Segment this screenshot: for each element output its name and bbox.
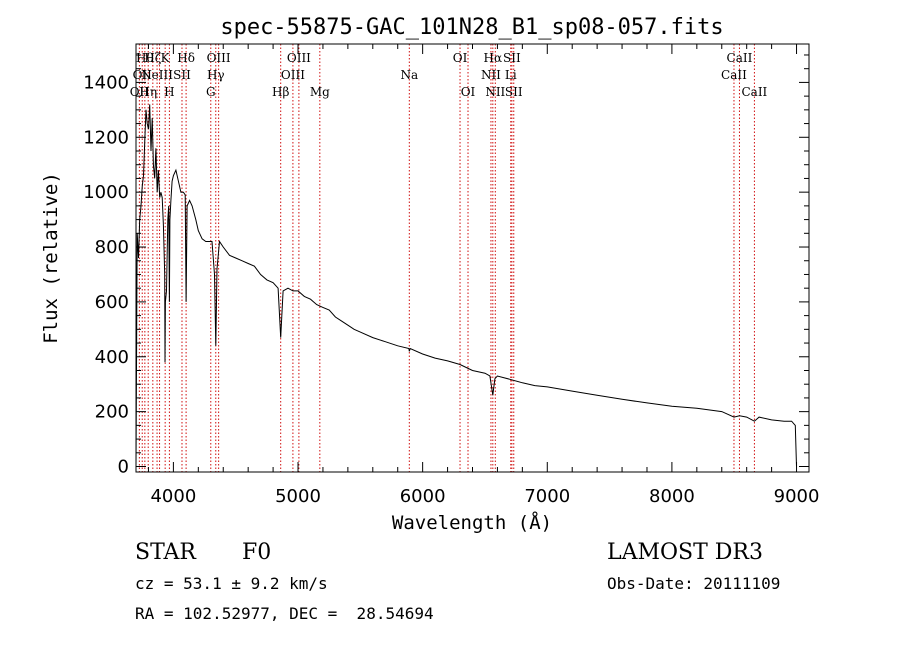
x-tick-label: 4000 [150,486,196,507]
spectral-line-label: OIII [207,51,231,65]
observation-date: Obs-Date: 20111109 [607,574,781,593]
x-tick-label: 8000 [649,486,695,507]
spectral-line-label: Hζ [144,51,161,65]
line-labels: OIIOIIHθHηHζNeIIIKHSIIHδGHγOIIIHβOIIIOII… [130,51,768,99]
spectral-line-label: H [164,85,174,99]
y-tick-label: 0 [118,457,129,478]
spectral-line-label: G [206,85,216,99]
spectral-line-label: SII [505,85,523,99]
y-tick-label: 1400 [83,72,129,93]
x-axis-ticks: 4000 5000 6000 7000 8000 9000 [147,44,820,507]
spectral-line-label: OI [461,85,476,99]
x-tick-label: 7000 [524,486,570,507]
spectral-line-label: NII [481,68,501,82]
spectral-line-label: K [161,51,171,65]
spectral-line-label: OII [133,68,153,82]
survey-name: LAMOST DR3 [607,540,763,565]
spectral-line-label: OI [453,51,468,65]
spectral-line-label: Hα [484,51,503,65]
y-tick-label: 800 [95,237,129,258]
spectral-line-label: NII [485,85,505,99]
spectral-line-label: OII [130,85,150,99]
spectral-line-label: Na [400,68,418,82]
spectral-line-label: SII [173,68,191,82]
spectral-line-label: Hβ [272,85,289,99]
spectral-line-label: OIII [281,68,305,82]
spectral-subclass: F0 [242,540,272,565]
line-markers [138,44,755,472]
spectral-line-label: Hδ [177,51,195,65]
spectral-line-label: CaII [741,85,767,99]
spectrum-series-line [135,104,797,467]
x-tick-label: 6000 [400,486,446,507]
spectral-line-label: OIII [287,51,311,65]
y-axis-label: Flux (relative) [40,172,62,344]
spectral-line-label: Mg [310,85,330,99]
spectral-line-label: CaII [727,51,753,65]
spectral-line-label: Li [505,68,517,82]
chart-title: spec-55875-GAC_101N28_B1_sp08-057.fits [220,15,723,40]
spectral-line-label: SII [503,51,521,65]
y-tick-label: 1000 [83,182,129,203]
y-tick-label: 400 [95,347,129,368]
x-axis-label: Wavelength (Å) [392,511,552,534]
redshift-cz: cz = 53.1 ± 9.2 km/s [135,574,328,593]
y-tick-label: 1200 [83,127,129,148]
coordinates: RA = 102.52977, DEC = 28.54694 [135,604,434,623]
y-tick-label: 600 [95,292,129,313]
spectral-line-label: CaII [721,68,747,82]
x-tick-label: 5000 [275,486,321,507]
x-tick-label: 9000 [774,486,820,507]
spectral-line-label: Hγ [207,68,225,82]
object-type: STAR [135,540,196,565]
y-axis-ticks: 0 200 400 600 800 1000 1200 1400 [83,54,809,478]
spectral-line-label: Hη [139,85,157,99]
spectral-line-label: NeIII [141,68,173,82]
y-tick-label: 200 [95,402,129,423]
